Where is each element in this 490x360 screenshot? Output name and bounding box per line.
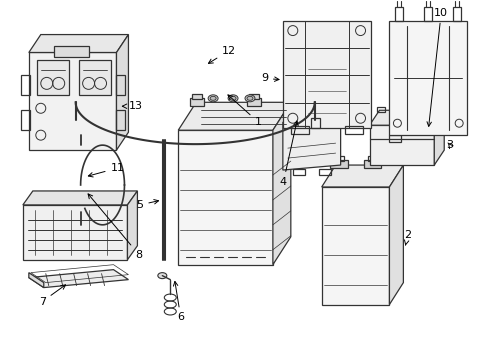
Ellipse shape [208,95,218,102]
Text: 4: 4 [280,121,298,187]
Bar [390,135,401,142]
Bar [369,125,434,165]
Bar [334,156,343,161]
Ellipse shape [245,95,255,102]
Ellipse shape [247,96,253,100]
Text: 6: 6 [173,282,184,323]
Polygon shape [283,117,341,170]
Text: 11: 11 [88,163,124,177]
Polygon shape [127,191,137,260]
Bar [330,160,347,168]
Bar [117,110,125,130]
Bar [72,118,81,128]
Bar [178,130,273,265]
Ellipse shape [228,95,238,102]
Polygon shape [178,102,291,130]
Polygon shape [29,35,128,53]
Polygon shape [434,110,444,165]
Polygon shape [369,110,444,125]
Text: 5: 5 [136,199,159,210]
Bar [318,169,331,175]
Bar [377,107,386,112]
Ellipse shape [210,96,216,100]
Bar [293,169,305,175]
Bar [368,156,377,161]
Bar [117,75,125,95]
Text: 13: 13 [122,101,143,111]
Polygon shape [29,273,44,288]
Text: 7: 7 [39,285,66,306]
Text: 3: 3 [446,140,453,150]
Polygon shape [390,165,403,305]
Text: 12: 12 [208,45,236,63]
Bar [311,118,319,128]
Bar [21,75,30,95]
Text: 1: 1 [228,95,262,127]
Bar [29,53,117,150]
Text: 2: 2 [404,230,412,245]
Bar [192,94,202,99]
Ellipse shape [230,96,236,100]
Bar [54,45,89,58]
Text: 9: 9 [261,73,279,84]
Bar [21,110,30,130]
Ellipse shape [158,273,167,279]
Bar [23,205,127,260]
Polygon shape [117,35,128,150]
Bar [291,126,309,134]
Bar [364,160,382,168]
Bar [322,187,390,305]
Bar [249,94,259,99]
Bar [344,126,363,134]
Text: 8: 8 [88,194,143,260]
Polygon shape [29,270,128,288]
Polygon shape [322,165,403,187]
Bar [190,98,204,106]
Bar [37,60,69,95]
Bar [283,21,370,128]
Text: 10: 10 [427,8,448,126]
Bar [453,7,461,21]
Bar [247,98,261,106]
Polygon shape [273,102,291,265]
Polygon shape [23,191,137,205]
Bar [390,21,467,135]
Bar [424,7,432,21]
Bar [395,7,403,21]
Bar [78,60,111,95]
